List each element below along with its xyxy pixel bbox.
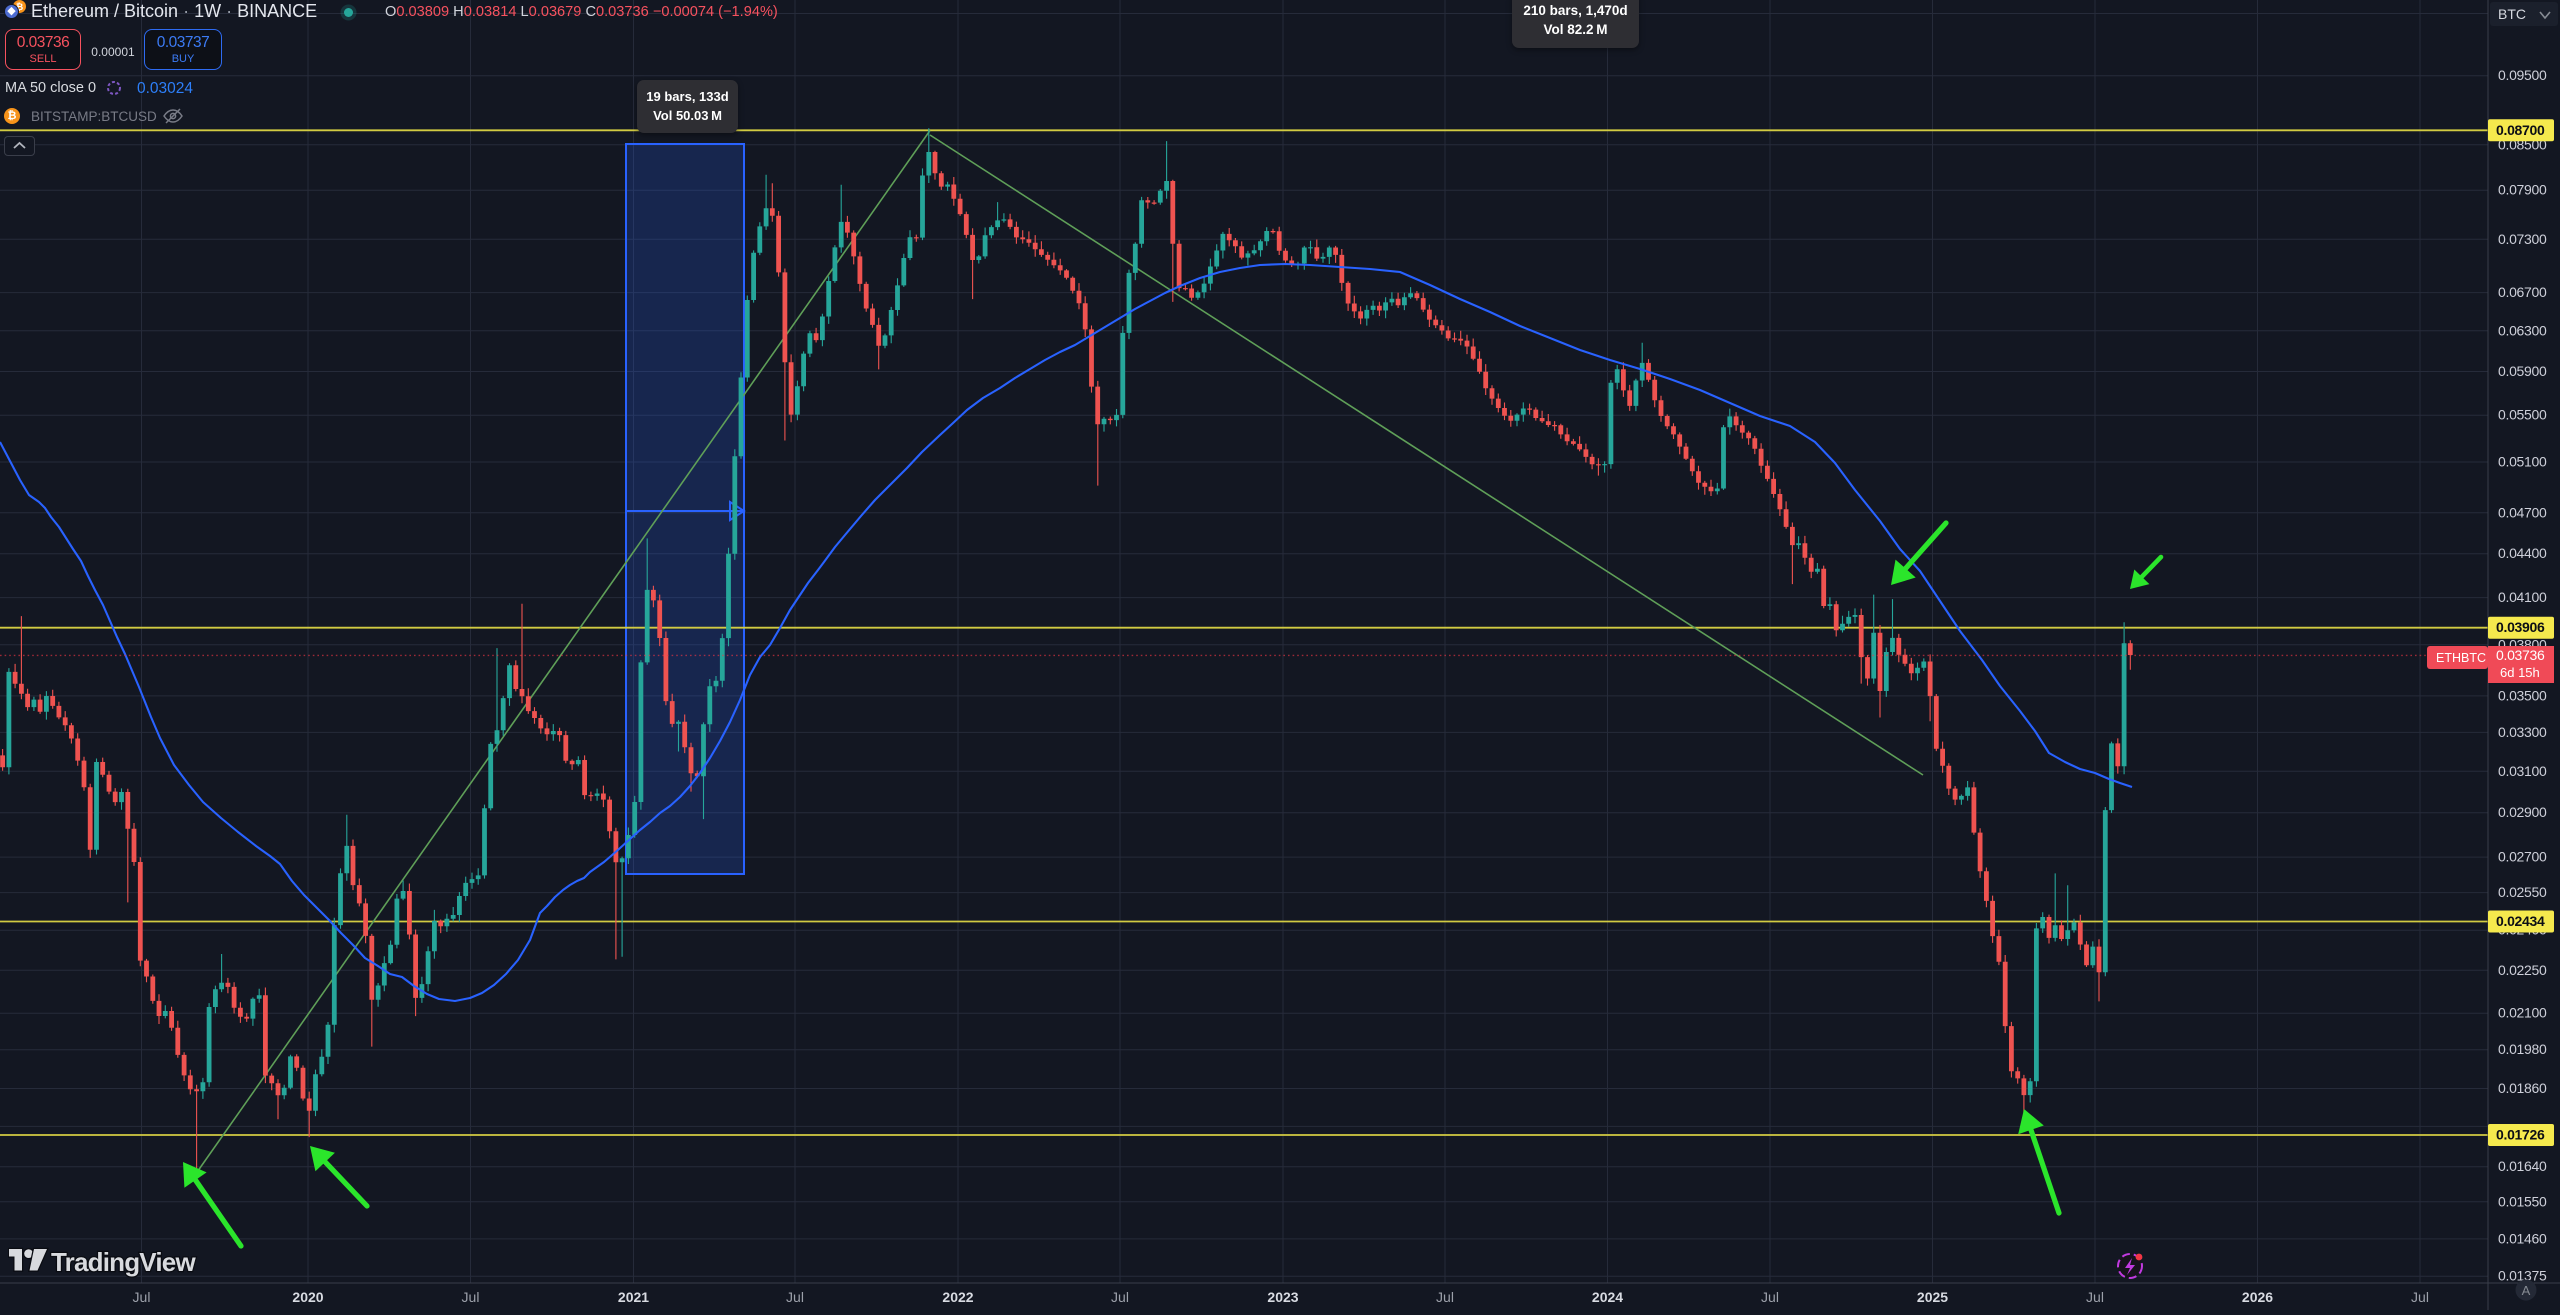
svg-text:0.03500: 0.03500 — [2498, 687, 2547, 703]
svg-text:0.02700: 0.02700 — [2498, 849, 2547, 865]
svg-text:0.04700: 0.04700 — [2498, 504, 2547, 520]
svg-text:0.05100: 0.05100 — [2498, 454, 2547, 470]
svg-text:2021: 2021 — [618, 1289, 649, 1305]
svg-text:0.03906: 0.03906 — [2496, 619, 2545, 635]
svg-text:0.09500: 0.09500 — [2498, 67, 2547, 83]
svg-text:6d 15h: 6d 15h — [2500, 665, 2540, 680]
svg-text:0.03300: 0.03300 — [2498, 724, 2547, 740]
svg-text:Jul: Jul — [462, 1289, 480, 1305]
svg-text:Jul: Jul — [2086, 1289, 2104, 1305]
svg-text:0.03100: 0.03100 — [2498, 763, 2547, 779]
svg-text:BTC: BTC — [2498, 6, 2526, 22]
svg-text:2026: 2026 — [2242, 1289, 2273, 1305]
svg-text:0.02100: 0.02100 — [2498, 1005, 2547, 1021]
svg-text:Jul: Jul — [786, 1289, 804, 1305]
svg-text:TradingView: TradingView — [51, 1247, 196, 1277]
svg-text:0.04400: 0.04400 — [2498, 545, 2547, 561]
svg-text:0.06700: 0.06700 — [2498, 284, 2547, 300]
svg-text:0.07300: 0.07300 — [2498, 231, 2547, 247]
svg-text:2022: 2022 — [942, 1289, 973, 1305]
svg-text:0.05900: 0.05900 — [2498, 363, 2547, 379]
svg-text:2020: 2020 — [292, 1289, 323, 1305]
svg-text:0.01980: 0.01980 — [2498, 1041, 2547, 1057]
svg-text:0.08700: 0.08700 — [2496, 122, 2545, 138]
svg-text:0.02900: 0.02900 — [2498, 804, 2547, 820]
svg-text:0.01460: 0.01460 — [2498, 1230, 2547, 1246]
svg-text:ETHBTC: ETHBTC — [2436, 651, 2486, 665]
svg-text:Jul: Jul — [133, 1289, 151, 1305]
svg-text:0.01860: 0.01860 — [2498, 1080, 2547, 1096]
svg-text:0.01375: 0.01375 — [2498, 1268, 2547, 1284]
svg-text:0.03736: 0.03736 — [2496, 647, 2545, 663]
svg-text:0.01726: 0.01726 — [2496, 1127, 2545, 1143]
svg-text:0.02250: 0.02250 — [2498, 962, 2547, 978]
svg-text:0.05500: 0.05500 — [2498, 407, 2547, 423]
svg-text:2023: 2023 — [1267, 1289, 1298, 1305]
svg-text:0.02550: 0.02550 — [2498, 884, 2547, 900]
svg-text:0.04100: 0.04100 — [2498, 589, 2547, 605]
svg-text:0.01550: 0.01550 — [2498, 1193, 2547, 1209]
svg-text:2025: 2025 — [1917, 1289, 1948, 1305]
svg-text:A: A — [2522, 1283, 2531, 1298]
svg-text:2024: 2024 — [1592, 1289, 1623, 1305]
svg-text:Jul: Jul — [1111, 1289, 1129, 1305]
svg-text:Jul: Jul — [2411, 1289, 2429, 1305]
svg-text:0.06300: 0.06300 — [2498, 322, 2547, 338]
svg-text:Jul: Jul — [1761, 1289, 1779, 1305]
svg-text:0.01640: 0.01640 — [2498, 1158, 2547, 1174]
svg-text:Jul: Jul — [1436, 1289, 1454, 1305]
svg-text:0.02434: 0.02434 — [2496, 913, 2545, 929]
svg-text:0.07900: 0.07900 — [2498, 182, 2547, 198]
